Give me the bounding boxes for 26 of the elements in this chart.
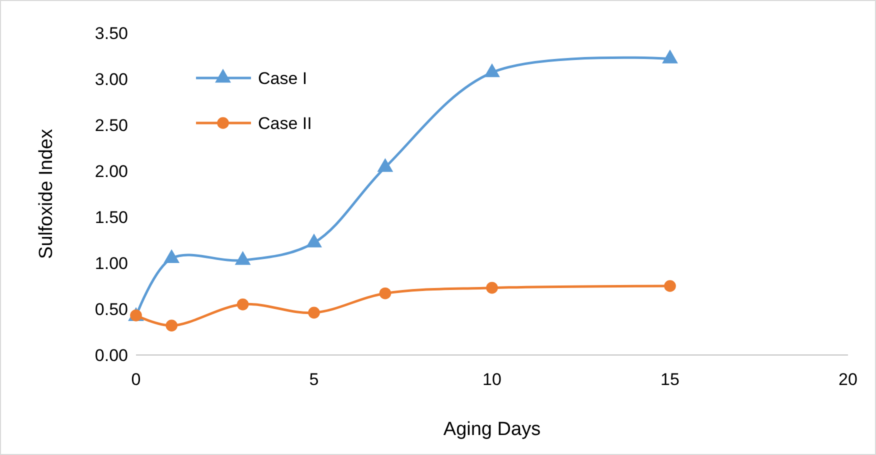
- point: [664, 280, 676, 292]
- point: [486, 282, 498, 294]
- point: [662, 50, 678, 64]
- point: [236, 298, 249, 310]
- y-axis-title: Sulfoxide Index: [36, 128, 57, 259]
- legend-label: Case II: [258, 114, 312, 133]
- x-tick-label: 20: [838, 370, 858, 389]
- legend-label: Case I: [258, 68, 308, 88]
- y-tick-label: 1.50: [94, 208, 128, 227]
- x-tick-label: 10: [482, 370, 502, 389]
- y-tick-label: 3.50: [94, 24, 128, 43]
- y-tick-label: 1.00: [94, 254, 128, 273]
- point: [379, 287, 392, 300]
- point: [308, 306, 320, 319]
- y-tick-label: 2.50: [94, 116, 128, 135]
- y-tick-label: 3.00: [94, 70, 128, 89]
- point: [377, 158, 394, 172]
- x-axis-title: Aging Days: [443, 419, 541, 440]
- x-tick-label: 0: [131, 370, 141, 389]
- y-tick-label: 0.00: [94, 346, 128, 365]
- point: [166, 320, 178, 332]
- x-tick-label: 5: [309, 370, 319, 389]
- y-tick-label: 0.50: [94, 300, 128, 319]
- y-tick-label: 2.00: [94, 162, 128, 181]
- x-tick-label: 15: [660, 370, 680, 389]
- point: [484, 63, 500, 78]
